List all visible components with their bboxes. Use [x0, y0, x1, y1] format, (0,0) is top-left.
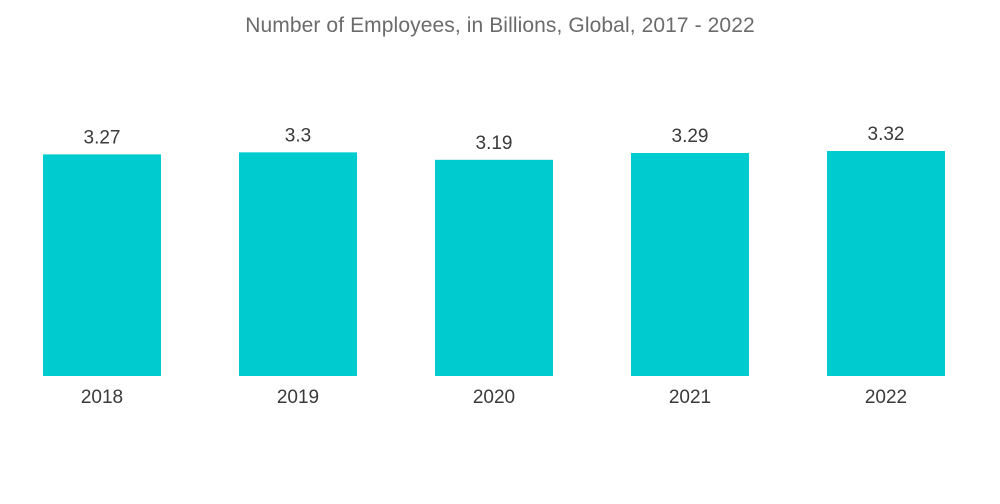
bars-layer — [43, 151, 945, 376]
value-label-2022: 3.32 — [868, 124, 905, 145]
bar-2019 — [239, 152, 357, 376]
value-label-2021: 3.29 — [672, 126, 709, 147]
x-tick-2021: 2021 — [669, 387, 711, 408]
x-tick-2022: 2022 — [865, 387, 907, 408]
x-tick-2020: 2020 — [473, 387, 515, 408]
value-labels-layer: 3.27 3.3 3.19 3.29 3.32 — [84, 124, 905, 154]
chart-title: Number of Employees, in Billions, Global… — [245, 14, 755, 37]
bar-2018 — [43, 154, 161, 376]
bar-2020 — [435, 159, 553, 376]
x-tick-2019: 2019 — [277, 387, 319, 408]
value-label-2018: 3.27 — [84, 127, 121, 148]
x-tick-2018: 2018 — [81, 387, 123, 408]
bar-2021 — [631, 153, 749, 376]
x-axis-ticks: 2018 2019 2020 2021 2022 — [81, 387, 907, 408]
value-label-2020: 3.19 — [476, 133, 513, 154]
value-label-2019: 3.3 — [285, 125, 311, 146]
bar-2022 — [827, 151, 945, 376]
